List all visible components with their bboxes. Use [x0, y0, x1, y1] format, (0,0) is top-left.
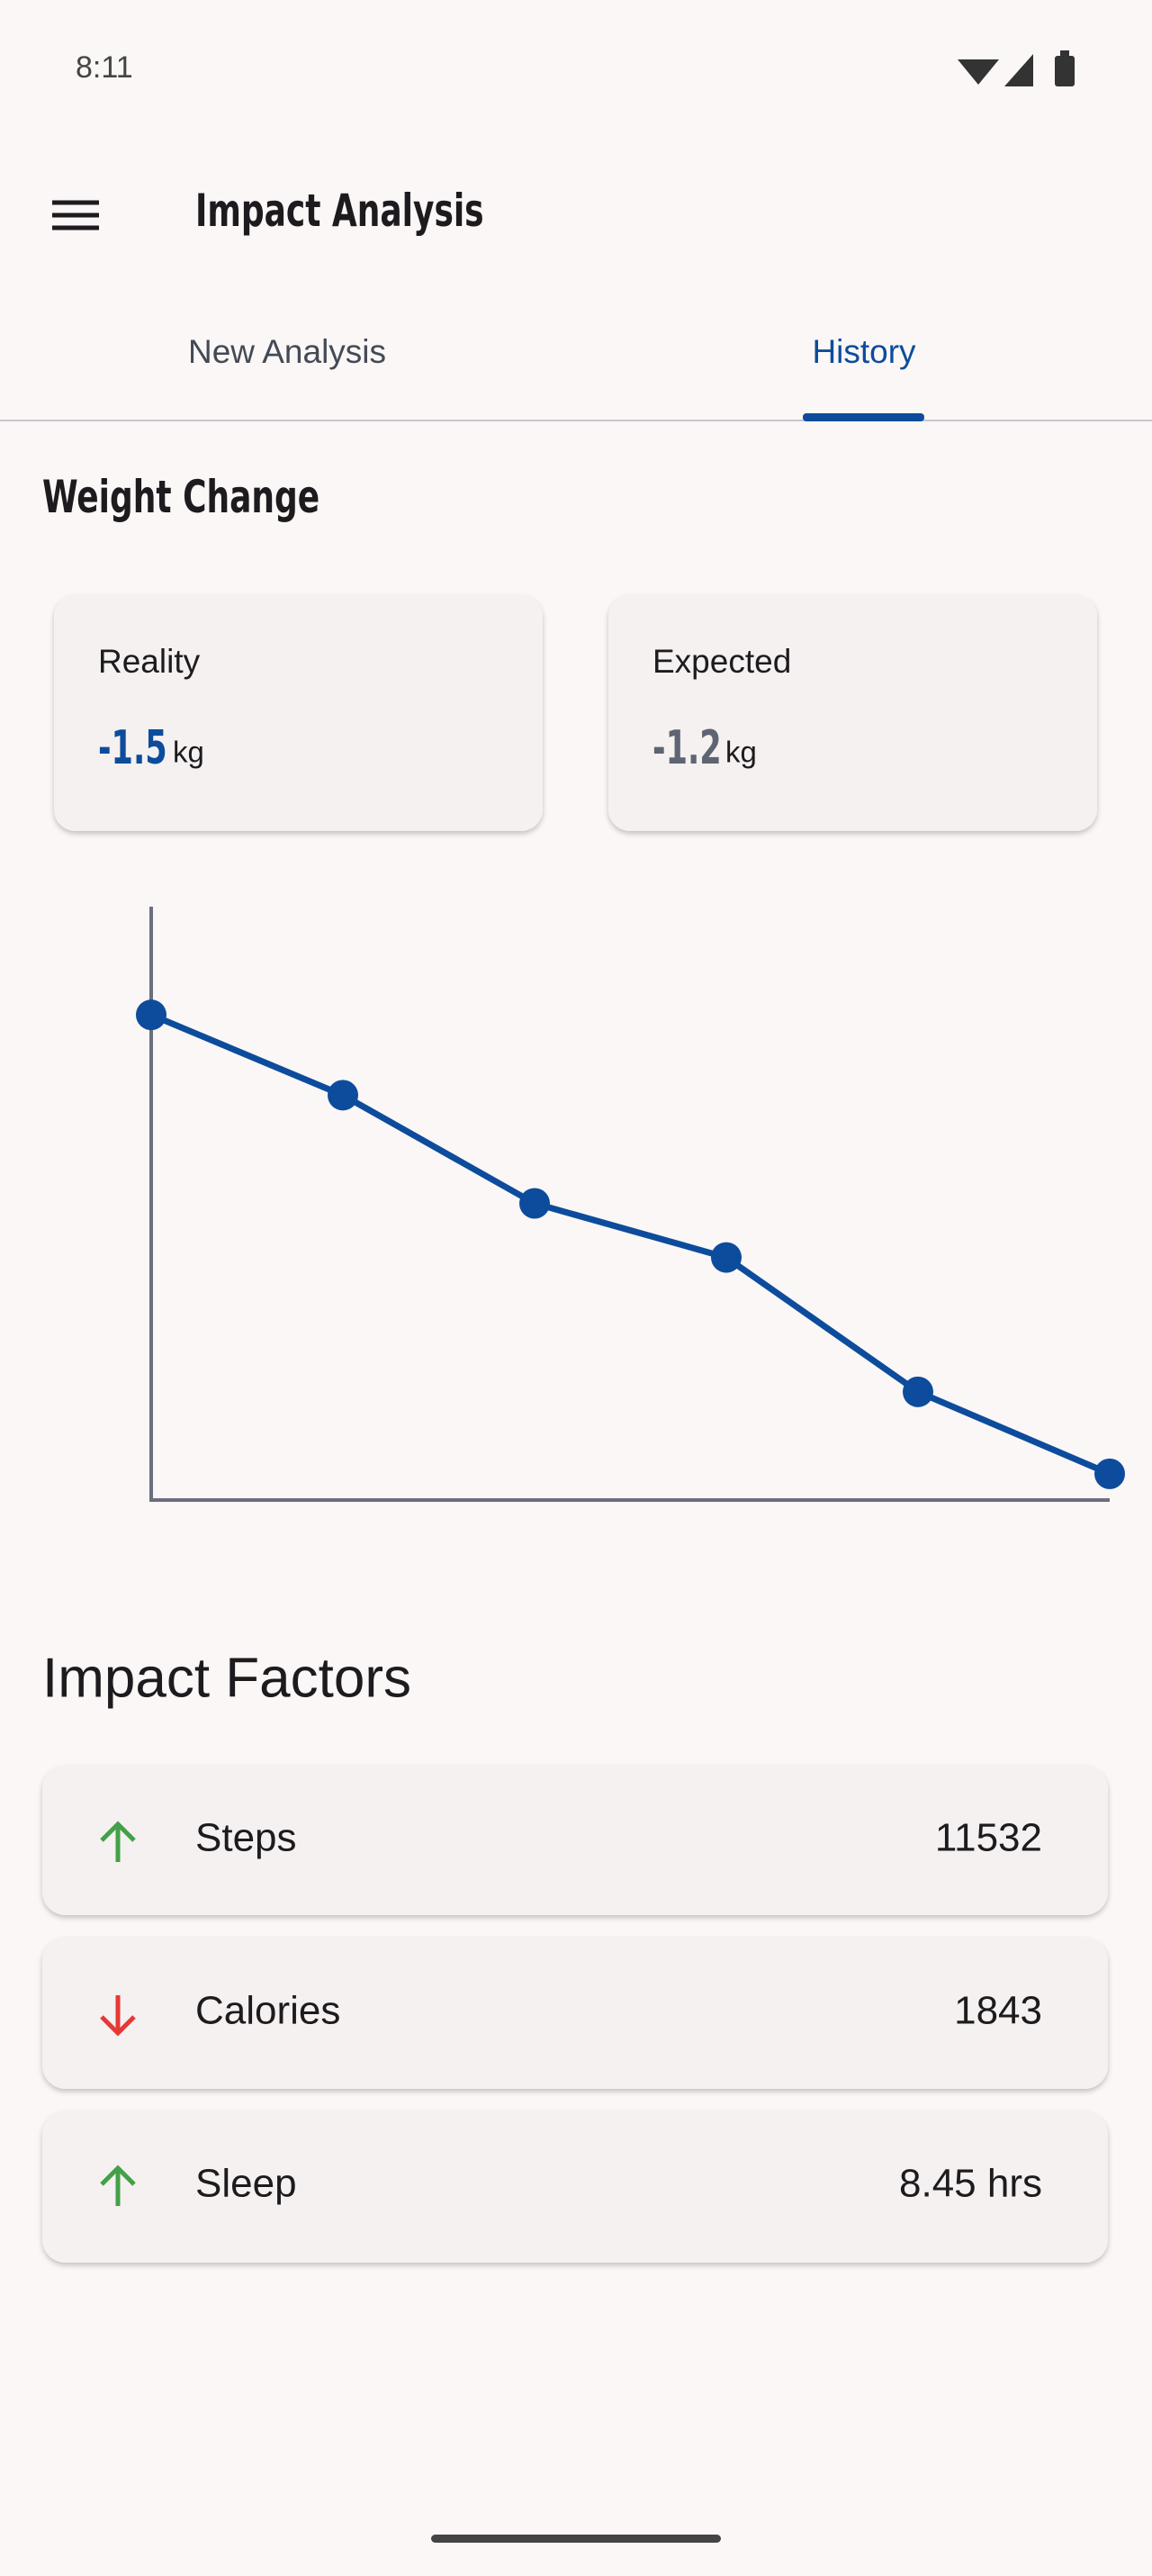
summary-card — [608, 595, 1097, 831]
factor-card — [42, 1766, 1108, 1915]
factor-label: Sleep — [195, 2162, 297, 2206]
menu-button[interactable] — [52, 200, 99, 230]
data-point — [136, 999, 166, 1031]
battery-icon — [1055, 56, 1075, 86]
arrow-up — [100, 2165, 136, 2206]
data-point — [903, 1376, 933, 1407]
tab-selected[interactable]: History — [812, 333, 916, 370]
data-point — [1094, 1458, 1125, 1489]
summary-card — [54, 595, 543, 831]
factor-row[interactable]: Calories 1843 — [42, 1938, 1108, 2089]
line-chart — [136, 907, 1125, 1502]
factor-value: 11532 — [935, 1816, 1042, 1860]
tab-indicator — [803, 413, 924, 421]
card-value: -1.2 — [652, 719, 722, 774]
factor-label: Steps — [195, 1816, 297, 1860]
card-label: Reality — [98, 643, 201, 680]
factor-card — [42, 2111, 1108, 2263]
card-value: -1.5 — [98, 719, 167, 774]
factor-value: 1843 — [954, 1989, 1042, 2033]
line-series — [149, 1011, 1112, 1478]
app-title: Impact Analysis — [195, 185, 484, 238]
factors-title: Impact Factors — [42, 1647, 411, 1709]
factor-card — [42, 1938, 1108, 2089]
home-indicator — [431, 2535, 721, 2543]
battery-tip — [1060, 50, 1069, 58]
status-icons — [958, 50, 1075, 86]
status-time: 8:11 — [76, 50, 133, 85]
section-title: Weight Change — [42, 471, 320, 524]
card-label: Expected — [652, 643, 791, 680]
factor-row[interactable]: Sleep 8.45 hrs — [42, 2111, 1108, 2263]
factor-value: 8.45 hrs — [899, 2162, 1042, 2206]
arrow-up — [100, 1821, 136, 1862]
card-unit: kg — [173, 736, 204, 769]
arrow-down — [100, 1995, 136, 2037]
data-point — [711, 1242, 742, 1273]
data-point — [519, 1188, 550, 1219]
card-unit: kg — [725, 736, 757, 769]
factor-label: Calories — [195, 1989, 340, 2033]
factor-row[interactable]: Steps 11532 — [42, 1766, 1108, 1915]
data-point — [328, 1080, 358, 1111]
signal-icon — [1004, 54, 1033, 86]
tab[interactable]: New Analysis — [188, 333, 386, 370]
wifi-icon — [958, 59, 999, 85]
